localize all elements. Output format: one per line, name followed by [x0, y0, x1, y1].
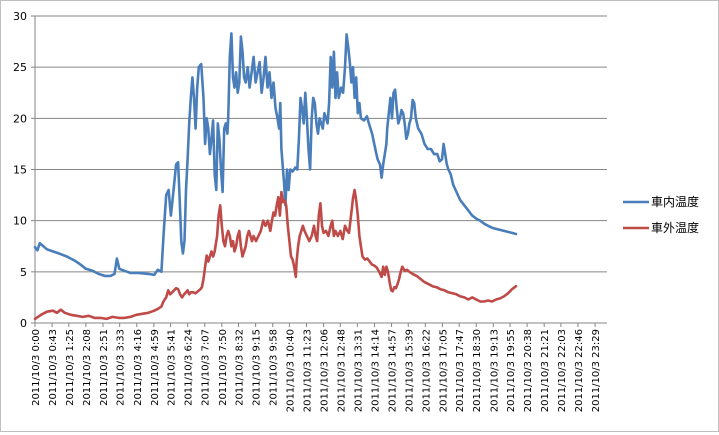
x-tick-label: 2011/10/3 20:38 — [523, 329, 534, 412]
legend-label: 車内温度 — [651, 194, 699, 209]
x-tick-label: 2011/10/3 12:06 — [320, 329, 331, 412]
x-tick-label: 2011/10/3 22:46 — [574, 329, 585, 412]
series-lines — [33, 32, 518, 321]
series-line-2 — [33, 188, 518, 321]
x-tick-label: 2011/10/3 11:23 — [302, 329, 313, 412]
x-tick-label: 2011/10/3 4:16 — [133, 329, 144, 406]
x-tick-label: 2011/10/3 9:15 — [252, 329, 263, 406]
x-tick-label: 2011/10/3 14:14 — [370, 329, 381, 412]
x-axis-tick-labels: 2011/10/3 0:00 2011/10/3 0:43 2011/10/3 1:… — [31, 329, 602, 412]
x-tick-label: 2011/10/3 18:30 — [472, 329, 483, 412]
x-tick-label: 2011/10/3 13:31 — [353, 329, 364, 412]
y-tick-label: 15 — [13, 164, 27, 177]
x-tick-label: 2011/10/3 17:47 — [455, 329, 466, 412]
x-tick-label: 2011/10/3 2:08 — [82, 329, 93, 406]
x-tick-label: 2011/10/3 17:05 — [438, 329, 449, 412]
y-tick-label: 5 — [20, 266, 27, 279]
x-tick-label: 2011/10/3 12:48 — [336, 329, 347, 412]
x-tick-label: 2011/10/3 16:22 — [421, 329, 432, 412]
x-tick-label: 2011/10/3 7:50 — [218, 329, 229, 406]
x-tick-label: 2011/10/3 3:33 — [116, 329, 127, 406]
y-tick-label: 20 — [13, 112, 27, 125]
x-tick-label: 2011/10/3 4:59 — [150, 329, 161, 406]
x-tick-label: 2011/10/3 5:41 — [167, 329, 178, 406]
y-tick-label: 25 — [13, 61, 27, 74]
y-tick-label: 30 — [13, 10, 27, 23]
x-tick-label: 2011/10/3 0:43 — [48, 329, 59, 406]
x-tick-label: 2011/10/3 0:00 — [31, 329, 42, 406]
x-tick-label: 2011/10/3 10:40 — [285, 329, 296, 412]
x-tick-label: 2011/10/3 2:51 — [99, 329, 110, 406]
x-tick-label: 2011/10/3 15:39 — [404, 329, 415, 412]
x-tick-label: 2011/10/3 23:29 — [591, 329, 602, 412]
x-tick-label: 2011/10/3 14:57 — [388, 329, 399, 412]
axes — [31, 15, 607, 327]
gridlines — [35, 15, 607, 273]
x-tick-label: 2011/10/3 6:24 — [184, 329, 195, 406]
x-tick-label: 2011/10/3 21:21 — [540, 329, 551, 412]
y-tick-label: 10 — [13, 215, 27, 228]
series-line-1 — [33, 32, 518, 278]
x-tick-label: 2011/10/3 22:03 — [557, 329, 568, 412]
legend-label: 車外温度 — [651, 220, 699, 235]
x-tick-label: 2011/10/3 19:55 — [506, 329, 517, 412]
x-tick-label: 2011/10/3 1:25 — [65, 329, 76, 406]
y-tick-label: 0 — [20, 317, 27, 330]
x-tick-label: 2011/10/3 7:07 — [201, 329, 212, 406]
x-tick-label: 2011/10/3 8:32 — [235, 329, 246, 406]
x-tick-label: 2011/10/3 19:13 — [489, 329, 500, 412]
y-axis-tick-labels: 0 5 10 15 20 25 30 — [13, 10, 27, 330]
x-tick-label: 2011/10/3 9:58 — [269, 329, 280, 406]
